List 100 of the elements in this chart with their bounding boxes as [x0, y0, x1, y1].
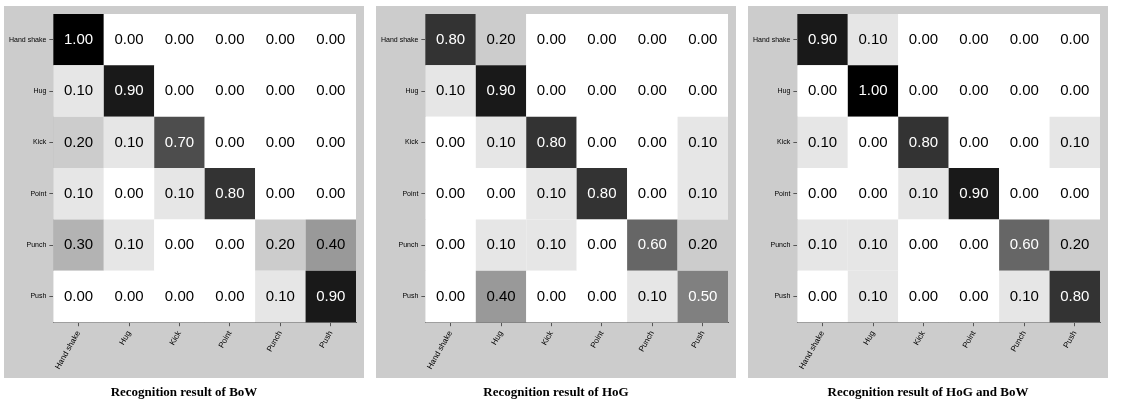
data-label: 0.00: [114, 29, 144, 47]
data-label: 0.10: [164, 183, 195, 201]
data-label: 0.10: [486, 132, 516, 150]
data-label: 0.10: [114, 132, 144, 150]
data-label: 0.00: [858, 183, 888, 201]
data-label: 0.30: [63, 235, 94, 253]
data-label: 0.80: [587, 183, 617, 201]
data-label: 0.00: [587, 81, 617, 99]
data-label: 0.00: [637, 183, 667, 201]
data-label: 0.00: [908, 81, 939, 99]
data-label: 0.00: [435, 132, 466, 150]
data-label: 0.10: [688, 183, 718, 201]
data-label: 0.00: [908, 29, 939, 47]
data-label: 0.20: [265, 235, 295, 253]
data-label: 0.20: [63, 132, 94, 150]
data-label: 0.10: [807, 132, 838, 150]
data-label: 0.00: [215, 132, 245, 150]
data-label: 0.00: [164, 81, 195, 99]
data-label: 0.00: [637, 81, 667, 99]
data-label: 0.10: [908, 183, 939, 201]
data-label: 0.00: [807, 81, 838, 99]
data-label: 0.00: [316, 183, 346, 201]
data-label: 0.00: [959, 132, 989, 150]
data-label: 0.80: [536, 132, 567, 150]
data-label: 0.00: [435, 286, 466, 304]
data-label: 0.10: [1060, 132, 1090, 150]
data-label: 0.00: [215, 81, 245, 99]
data-label: 0.10: [114, 235, 144, 253]
data-label: 0.00: [114, 286, 144, 304]
data-label: 0.00: [1060, 29, 1090, 47]
data-label: 0.00: [215, 235, 245, 253]
data-label: 0.90: [959, 183, 989, 201]
data-label: 0.10: [536, 183, 567, 201]
data-label: 0.00: [1060, 81, 1090, 99]
data-label: 0.00: [688, 29, 718, 47]
data-label: 0.90: [486, 81, 516, 99]
data-label: 0.90: [114, 81, 144, 99]
data-label: 0.00: [164, 235, 195, 253]
data-label: 0.80: [1060, 286, 1090, 304]
data-label: 0.00: [587, 235, 617, 253]
data-label: 0.00: [959, 286, 989, 304]
data-label: 0.00: [959, 235, 989, 253]
data-label: 0.00: [265, 29, 295, 47]
data-label: 0.00: [908, 286, 939, 304]
data-label: 0.20: [486, 29, 516, 47]
data-label: 0.10: [63, 81, 94, 99]
data-label: 0.70: [164, 132, 195, 150]
data-label: 0.50: [688, 286, 718, 304]
data-label: 0.10: [637, 286, 667, 304]
data-label: 0.00: [587, 132, 617, 150]
text: Recognition result of HoG: [482, 384, 630, 400]
data-label: 0.60: [1009, 235, 1039, 253]
text: Recognition result of BoW: [109, 384, 259, 400]
data-label: 0.00: [1009, 81, 1039, 99]
data-label: 0.60: [637, 235, 667, 253]
data-label: 0.00: [807, 183, 838, 201]
data-label: 0.00: [807, 286, 838, 304]
data-label: 0.10: [858, 29, 888, 47]
data-label: 0.00: [1009, 183, 1039, 201]
data-label: 0.00: [959, 81, 989, 99]
data-label: 0.00: [63, 286, 94, 304]
data-label: 1.00: [63, 29, 94, 47]
data-label: 0.00: [536, 29, 567, 47]
data-label: 0.00: [1060, 183, 1090, 201]
data-label: 0.00: [435, 235, 466, 253]
data-label: 0.20: [688, 235, 718, 253]
data-label: 0.80: [435, 29, 466, 47]
data-label: 0.00: [637, 132, 667, 150]
data-label: 0.00: [486, 183, 516, 201]
data-label: 0.00: [316, 132, 346, 150]
data-label: 0.00: [908, 235, 939, 253]
data-label: 0.00: [316, 29, 346, 47]
data-label: 0.00: [265, 81, 295, 99]
data-label: 0.00: [164, 29, 195, 47]
data-label: 0.00: [587, 286, 617, 304]
data-label: 0.00: [215, 286, 245, 304]
text: Recognition result of HoG and BoW: [826, 384, 1030, 400]
data-label: 0.00: [114, 183, 144, 201]
data-label: 0.10: [1009, 286, 1039, 304]
data-label: 0.00: [587, 29, 617, 47]
data-label: 0.00: [316, 81, 346, 99]
data-label: 0.10: [265, 286, 295, 304]
data-label: 0.10: [807, 235, 838, 253]
data-label: 0.80: [908, 132, 939, 150]
data-label: 0.10: [858, 286, 888, 304]
data-label: 0.10: [486, 235, 516, 253]
data-label: 0.10: [688, 132, 718, 150]
data-label: 0.00: [435, 183, 466, 201]
data-label: 0.00: [637, 29, 667, 47]
data-label: 0.00: [536, 286, 567, 304]
data-label: 1.00: [858, 81, 888, 99]
data-label: 0.00: [265, 183, 295, 201]
data-label: 0.80: [215, 183, 245, 201]
data-label: 0.10: [435, 81, 466, 99]
data-label: 0.00: [1009, 29, 1039, 47]
data-label: 0.10: [63, 183, 94, 201]
data-label: 0.40: [316, 235, 346, 253]
data-label: 0.00: [688, 81, 718, 99]
data-label: 0.00: [265, 132, 295, 150]
data-label: 0.90: [316, 286, 346, 304]
